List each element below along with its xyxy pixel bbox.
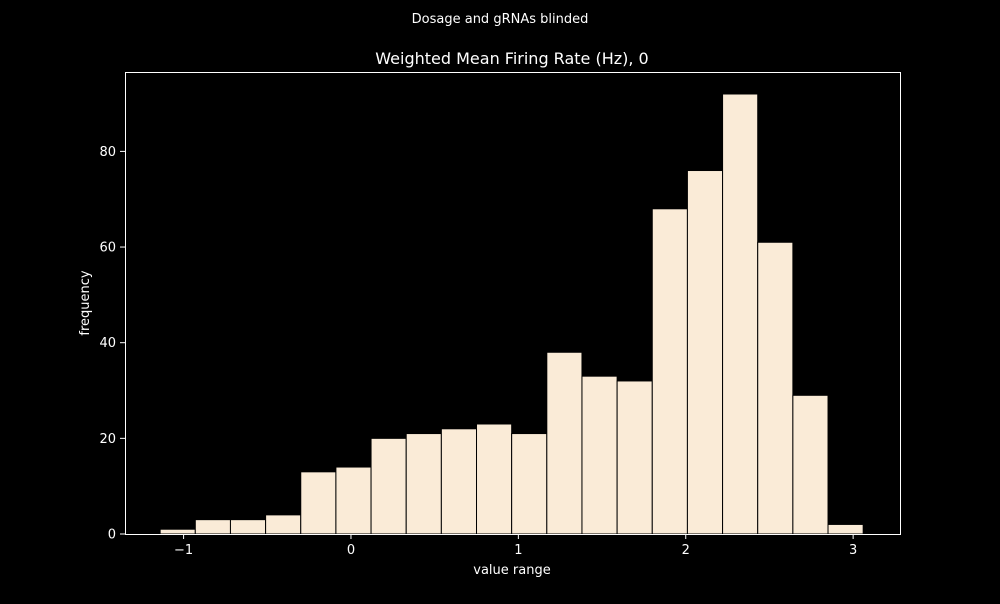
x-tick-label: 0 bbox=[347, 543, 355, 558]
y-tick-label: 0 bbox=[108, 528, 116, 543]
x-tick-label: −1 bbox=[174, 543, 193, 558]
histogram-bar bbox=[405, 433, 442, 535]
histogram-bar bbox=[265, 514, 302, 535]
histogram-bar bbox=[581, 375, 618, 535]
histogram-bar bbox=[440, 428, 478, 535]
histogram-bar bbox=[651, 208, 688, 535]
y-tick-label: 80 bbox=[99, 145, 116, 160]
histogram-bar bbox=[616, 380, 653, 535]
histogram-bar bbox=[476, 423, 513, 535]
chart-title: Weighted Mean Firing Rate (Hz), 0 bbox=[375, 49, 648, 68]
histogram-bar bbox=[159, 528, 196, 535]
y-tick-label: 60 bbox=[99, 241, 116, 256]
y-ticks-group: 0 20 40 60 80 bbox=[99, 145, 125, 543]
axes-frame bbox=[125, 72, 901, 535]
histogram-bar bbox=[335, 466, 372, 535]
histogram-bar bbox=[194, 519, 231, 535]
x-tick-label: 3 bbox=[849, 543, 857, 558]
x-ticks-group: −1 0 1 2 3 bbox=[174, 534, 857, 558]
histogram-bar bbox=[229, 519, 267, 535]
bars-group bbox=[159, 93, 864, 535]
histogram-bar bbox=[300, 471, 337, 535]
x-axis-label: value range bbox=[473, 563, 550, 578]
histogram-bar bbox=[722, 93, 759, 535]
y-tick-label: 20 bbox=[99, 432, 116, 447]
x-tick-label: 2 bbox=[682, 543, 690, 558]
y-axis-label: frequency bbox=[78, 270, 93, 336]
histogram-bar bbox=[792, 394, 829, 535]
x-tick-label: 1 bbox=[514, 543, 522, 558]
histogram-bar bbox=[370, 437, 407, 535]
histogram-bar bbox=[511, 433, 548, 535]
figure-suptitle: Dosage and gRNAs blinded bbox=[412, 12, 589, 27]
y-tick-label: 40 bbox=[99, 336, 116, 351]
histogram-bar bbox=[546, 351, 583, 535]
histogram-bar bbox=[827, 523, 864, 535]
histogram-bar bbox=[757, 241, 794, 535]
histogram-bar bbox=[686, 170, 724, 535]
